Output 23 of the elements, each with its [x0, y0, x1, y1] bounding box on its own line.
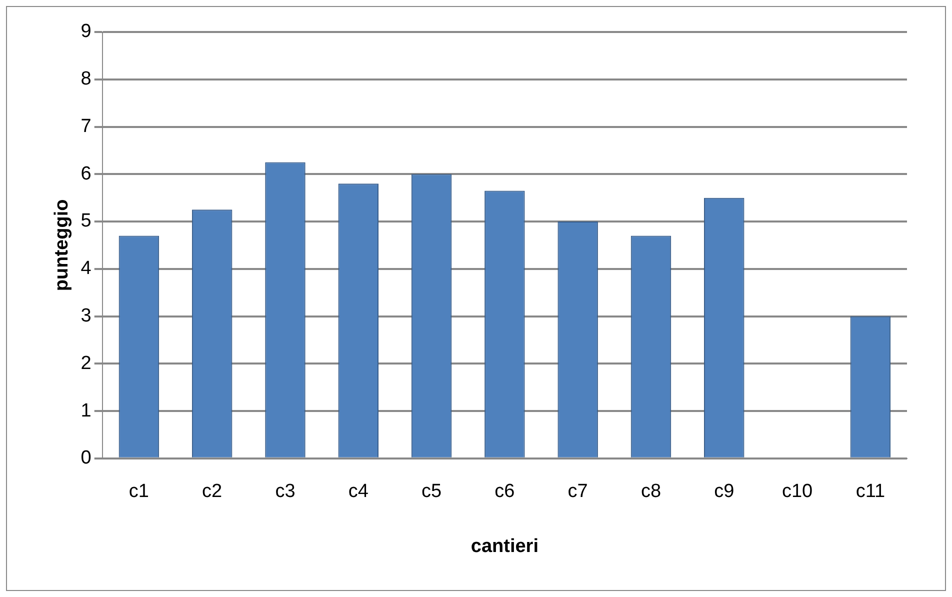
x-tick-label: c3 — [275, 481, 296, 502]
x-tick-label: c9 — [714, 481, 734, 502]
x-tick-label: c5 — [421, 481, 442, 502]
x-tick-label: c1 — [128, 481, 149, 502]
y-tick-label: 3 — [80, 306, 92, 326]
y-tick-label: 4 — [80, 258, 92, 280]
y-tick-label: 7 — [80, 116, 92, 137]
y-tick-label: 9 — [80, 21, 92, 42]
y-tick-label: 5 — [80, 210, 92, 232]
x-tick-label: c8 — [640, 481, 662, 502]
x-axis-title: cantieri — [470, 536, 538, 557]
y-tick-label: 1 — [80, 400, 92, 422]
x-tick-label: c11 — [856, 481, 886, 502]
x-tick-label: c4 — [348, 481, 369, 502]
y-tick-label: 2 — [80, 352, 92, 374]
x-tick-label: c6 — [494, 481, 515, 502]
x-tick-label: c7 — [568, 481, 588, 502]
y-axis-title: punteggio — [52, 199, 73, 292]
y-tick-label: 6 — [80, 163, 92, 184]
x-tick-label: c2 — [202, 481, 222, 502]
y-tick-label: 8 — [80, 68, 92, 90]
y-tick-label: 0 — [80, 448, 92, 469]
x-tick-label: c10 — [782, 481, 813, 502]
